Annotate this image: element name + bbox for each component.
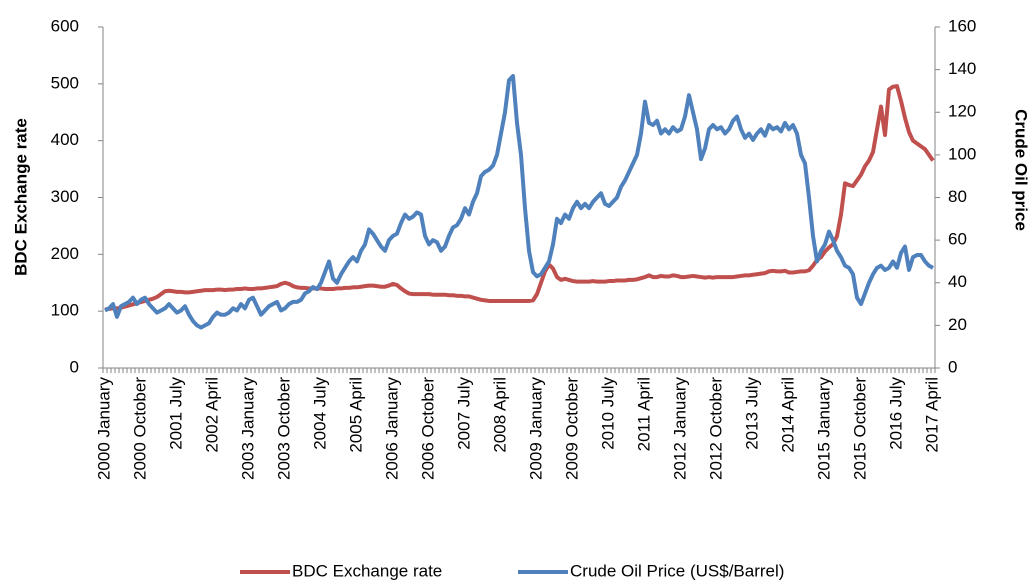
- x-tick-label: 2004 July: [310, 377, 329, 450]
- y2-tick-label: 140: [948, 59, 976, 78]
- x-tick-label: 2000 January: [94, 377, 113, 481]
- x-tick-label: 2003 January: [238, 377, 257, 481]
- y2-tick-label: 160: [948, 16, 976, 35]
- line-series: [104, 84, 935, 312]
- y2-tick-label: 60: [948, 230, 967, 249]
- x-tick-label: 2012 October: [706, 377, 725, 480]
- y-tick-label: 400: [51, 130, 79, 149]
- legend-label: Crude Oil Price (US$/Barrel): [570, 561, 784, 580]
- x-tick-label: 2009 January: [526, 377, 545, 481]
- y2-axis-title: Crude Oil price: [1012, 109, 1031, 231]
- y-tick-label: 300: [51, 187, 79, 206]
- y-tick-label: 200: [51, 244, 79, 263]
- y-tick-label: 100: [51, 301, 79, 320]
- x-tick-label: 2005 April: [346, 377, 365, 453]
- y2-tick-label: 100: [948, 144, 976, 163]
- x-tick-label: 2014 April: [778, 377, 797, 453]
- y-tick-label: 500: [51, 73, 79, 92]
- x-tick-label: 2007 July: [454, 377, 473, 450]
- x-tick-label: 2013 July: [742, 377, 761, 450]
- x-tick-label: 2006 January: [382, 377, 401, 481]
- x-tick-label: 2015 January: [814, 377, 833, 481]
- x-tick-label: 2003 October: [274, 377, 293, 480]
- x-tick-label: 2001 July: [166, 377, 185, 450]
- line-series: [104, 74, 934, 330]
- x-tick-label: 2015 October: [850, 377, 869, 480]
- y2-tick-label: 20: [948, 315, 967, 334]
- x-tick-label: 2008 April: [490, 377, 509, 453]
- x-tick-label: 2016 July: [886, 377, 905, 450]
- y2-tick-label: 80: [948, 187, 967, 206]
- y-axis-title: BDC Exchange rate: [11, 118, 30, 276]
- x-tick-label: 2010 July: [598, 377, 617, 450]
- x-tick-label: 2012 January: [670, 377, 689, 481]
- x-tick-label: 2002 April: [202, 377, 221, 453]
- y-tick-label: 600: [51, 16, 79, 35]
- x-tick-label: 2011 April: [634, 377, 653, 451]
- y2-tick-label: 0: [948, 357, 957, 376]
- legend-label: BDC Exchange rate: [292, 561, 442, 580]
- x-tick-label: 2009 October: [562, 377, 581, 480]
- y2-tick-label: 40: [948, 272, 967, 291]
- x-tick-label: 2006 October: [418, 377, 437, 480]
- x-tick-label: 2000 October: [130, 377, 149, 480]
- x-tick-label: 2017 April: [922, 377, 941, 453]
- y-tick-label: 0: [70, 357, 79, 376]
- y2-tick-label: 120: [948, 102, 976, 121]
